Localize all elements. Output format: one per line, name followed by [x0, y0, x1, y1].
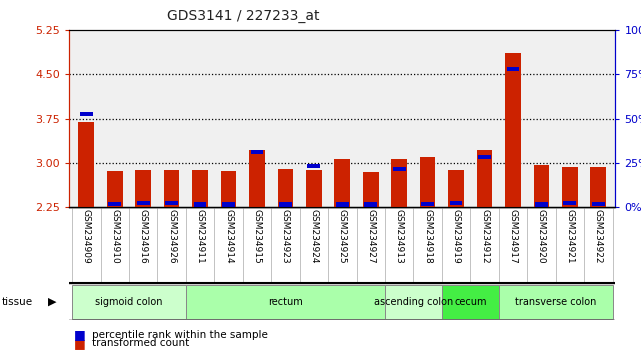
Text: GSM234909: GSM234909 — [82, 209, 91, 264]
Bar — [308, 164, 320, 168]
Bar — [108, 202, 121, 206]
Bar — [506, 67, 519, 71]
Text: GSM234913: GSM234913 — [395, 209, 404, 264]
Text: GSM234916: GSM234916 — [138, 209, 147, 264]
Bar — [279, 202, 292, 206]
Text: GSM234917: GSM234917 — [508, 209, 517, 264]
Text: GDS3141 / 227233_at: GDS3141 / 227233_at — [167, 9, 320, 23]
Text: GSM234921: GSM234921 — [565, 209, 574, 264]
Bar — [478, 155, 491, 159]
Text: sigmoid colon: sigmoid colon — [96, 297, 163, 307]
Bar — [251, 150, 263, 154]
Bar — [194, 202, 206, 206]
Text: tissue: tissue — [1, 297, 33, 307]
Text: ■: ■ — [74, 337, 85, 350]
Text: GSM234914: GSM234914 — [224, 209, 233, 264]
Bar — [186, 285, 385, 319]
Bar — [364, 202, 377, 206]
Bar — [278, 169, 293, 207]
Text: GSM234927: GSM234927 — [366, 209, 375, 264]
Bar — [335, 159, 350, 207]
Text: rectum: rectum — [268, 297, 303, 307]
Text: GSM234912: GSM234912 — [480, 209, 489, 264]
Bar — [477, 150, 492, 207]
Bar — [535, 202, 548, 206]
Text: GSM234922: GSM234922 — [594, 209, 603, 264]
Text: percentile rank within the sample: percentile rank within the sample — [92, 330, 267, 339]
Text: transverse colon: transverse colon — [515, 297, 596, 307]
Text: GSM234920: GSM234920 — [537, 209, 546, 264]
Bar — [421, 202, 434, 206]
Bar — [80, 112, 93, 116]
Bar — [137, 201, 149, 205]
Bar — [590, 167, 606, 207]
Bar — [107, 171, 122, 207]
Bar — [135, 170, 151, 207]
Text: GSM234923: GSM234923 — [281, 209, 290, 264]
Bar — [562, 167, 578, 207]
Bar — [72, 285, 186, 319]
Bar — [393, 167, 406, 171]
Bar — [363, 172, 379, 207]
Text: ascending colon: ascending colon — [374, 297, 453, 307]
Bar — [192, 170, 208, 207]
Text: ▶: ▶ — [48, 297, 56, 307]
Bar — [563, 201, 576, 205]
Bar — [78, 121, 94, 207]
Text: ■: ■ — [74, 328, 85, 341]
Bar — [505, 52, 520, 207]
Bar — [499, 285, 613, 319]
Text: GSM234926: GSM234926 — [167, 209, 176, 264]
Bar — [385, 285, 442, 319]
Text: GSM234911: GSM234911 — [196, 209, 204, 264]
Bar — [533, 165, 549, 207]
Text: GSM234919: GSM234919 — [451, 209, 461, 264]
Bar — [592, 202, 604, 206]
Bar — [165, 201, 178, 205]
Bar — [450, 201, 462, 205]
Text: GSM234924: GSM234924 — [310, 209, 319, 264]
Bar — [392, 159, 407, 207]
Bar — [448, 170, 464, 207]
Bar — [249, 150, 265, 207]
Text: cecum: cecum — [454, 297, 487, 307]
Bar — [164, 170, 179, 207]
Bar — [221, 171, 237, 207]
Text: GSM234910: GSM234910 — [110, 209, 119, 264]
Bar — [306, 170, 322, 207]
Text: GSM234915: GSM234915 — [253, 209, 262, 264]
Bar — [222, 202, 235, 206]
Bar — [442, 285, 499, 319]
Text: transformed count: transformed count — [92, 338, 189, 348]
Bar — [420, 157, 435, 207]
Bar — [336, 202, 349, 206]
Text: GSM234925: GSM234925 — [338, 209, 347, 264]
Text: GSM234918: GSM234918 — [423, 209, 432, 264]
